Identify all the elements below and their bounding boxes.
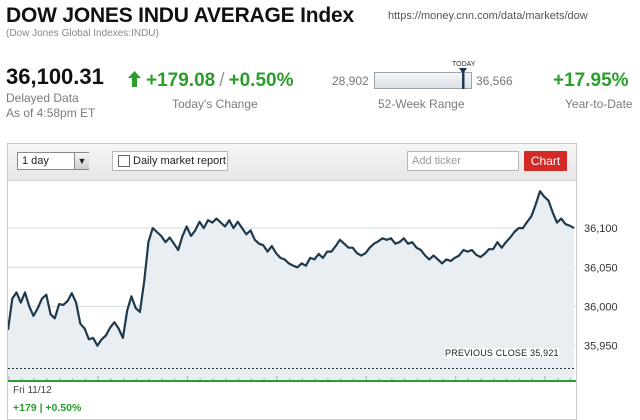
y-tick-label: 36,000 (584, 301, 618, 313)
volume-bar (391, 378, 393, 381)
volume-bar (71, 378, 74, 381)
add-ticker-input[interactable]: Add ticker (407, 151, 519, 171)
range-high: 36,566 (476, 74, 513, 88)
range-bar (374, 72, 472, 89)
volume-bar (199, 378, 202, 381)
volume-bar (480, 378, 482, 381)
volume-bar (276, 376, 278, 381)
volume-bar (454, 376, 457, 381)
page-url[interactable]: https://money.cnn.com/data/markets/dow (388, 10, 588, 22)
volume-bar (378, 378, 380, 381)
volume-bar (518, 378, 521, 381)
price-chart: 36,100 36,050 36,000 35,950 (8, 190, 618, 382)
volume-bar (314, 378, 316, 381)
todays-change-label: Today's Change (172, 97, 258, 111)
range-low: 28,902 (332, 74, 369, 88)
daily-report-checkbox[interactable] (118, 155, 130, 167)
volume-bar (135, 378, 138, 381)
volume-bar (59, 378, 61, 381)
volume-bar (8, 376, 10, 381)
volume-bar (429, 378, 431, 381)
change-percent: +0.50% (228, 70, 294, 91)
volume-bar (250, 378, 253, 381)
up-arrow-icon (128, 71, 141, 87)
page-title: DOW JONES INDU AVERAGE Index (6, 4, 354, 27)
volume-bar (110, 378, 112, 381)
ytd-label: Year-to-Date (565, 97, 633, 111)
chevron-down-icon[interactable]: ▼ (74, 153, 89, 169)
volume-bar (148, 378, 150, 381)
volume-bar (173, 378, 176, 381)
todays-change: +179.08/+0.50% (128, 70, 293, 92)
volume-bar (556, 378, 559, 381)
daily-report-toggle[interactable]: Daily market report (112, 151, 228, 171)
volume-bar (327, 378, 329, 381)
volume-bar (544, 376, 546, 381)
volume-bar (569, 378, 572, 381)
range-label: 52-Week Range (378, 97, 465, 111)
index-subtitle: (Dow Jones Global Indexes:INDU) (6, 28, 159, 39)
y-tick-label: 36,100 (584, 223, 618, 235)
volume-bar (46, 378, 48, 381)
y-tick-label: 36,050 (584, 262, 618, 274)
chart-footer-change: +179 | +0.50% (13, 402, 82, 414)
volume-bar (237, 378, 240, 381)
previous-close-label: PREVIOUS CLOSE 35,921 (445, 348, 559, 358)
volume-bar (365, 376, 367, 381)
volume-bar (20, 378, 23, 381)
volume-bar (33, 378, 36, 381)
ytd-change: +17.95% (553, 70, 629, 91)
volume-bar (225, 378, 227, 381)
period-select[interactable]: 1 day (17, 152, 89, 170)
volume-bar (212, 378, 214, 381)
today-marker-icon (459, 68, 467, 89)
volume-bar (122, 378, 125, 381)
volume-bar (467, 378, 470, 381)
volume-bar (352, 378, 355, 381)
volume-bar (505, 378, 508, 381)
volume-bar (301, 378, 304, 381)
volume-bar (531, 378, 533, 381)
change-value: +179.08 (146, 70, 216, 91)
volume-bar (84, 378, 87, 381)
today-marker-label: TODAY (452, 61, 476, 68)
chart-button[interactable]: Chart (524, 151, 567, 171)
volume-bar (161, 378, 163, 381)
volume-bar (97, 376, 99, 381)
as-of-time: As of 4:58pm ET (6, 106, 96, 120)
volume-bar (339, 378, 342, 381)
price-line (8, 190, 575, 347)
volume-bar (442, 378, 444, 381)
last-price: 36,100.31 (6, 64, 104, 89)
delayed-data-label: Delayed Data (6, 91, 79, 105)
volume-bar (493, 378, 495, 381)
volume-bar (416, 378, 419, 381)
volume-bar (186, 376, 189, 381)
volume-bar (288, 378, 291, 381)
volume-bar (263, 378, 265, 381)
volume-bar (403, 378, 406, 381)
chart-date: Fri 11/12 (13, 385, 52, 396)
y-tick-label: 35,950 (584, 341, 618, 353)
